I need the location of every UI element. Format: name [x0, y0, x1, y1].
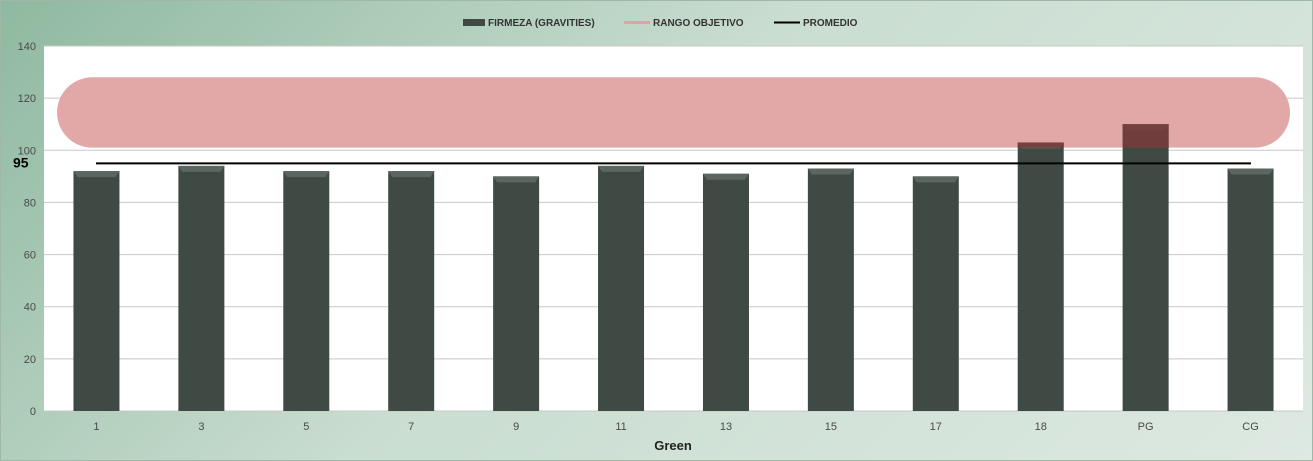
legend-label-promedio: PROMEDIO: [803, 18, 858, 29]
x-axis-title: Green: [654, 438, 692, 453]
bar-bevel: [73, 171, 120, 178]
target-range-band: [57, 77, 1290, 148]
legend: FIRMEZA (GRAVITIES) RANGO OBJETIVO PROME…: [463, 18, 858, 29]
bar-bevel: [807, 168, 854, 175]
target-range-band-shape: [57, 77, 1290, 148]
y-tick-label: 0: [30, 406, 36, 418]
y-tick-label: 120: [18, 93, 36, 105]
bar: [912, 176, 959, 411]
bar: [73, 171, 120, 411]
bar-bevel: [283, 171, 330, 178]
bar: [178, 165, 225, 411]
bar: [1227, 168, 1274, 411]
bar: [598, 165, 645, 411]
bar-bevel: [1227, 168, 1274, 175]
bar-bevel: [598, 165, 645, 172]
bar: [283, 171, 330, 411]
bar: [1017, 142, 1064, 411]
bar: [702, 173, 749, 411]
x-tick-label: 5: [303, 421, 309, 433]
bar-bevel: [388, 171, 435, 178]
x-tick-label: 15: [825, 421, 837, 433]
x-tick-label: 17: [930, 421, 942, 433]
bar: [388, 171, 435, 411]
y-tick-label: 20: [24, 354, 36, 366]
x-tick-label: 11: [615, 421, 626, 433]
legend-swatch-firmeza: [463, 19, 485, 26]
bar-bevel: [178, 165, 225, 172]
x-tick-label: PG: [1138, 421, 1154, 433]
legend-label-firmeza: FIRMEZA (GRAVITIES): [488, 18, 595, 29]
bar: [493, 176, 540, 411]
bar-bevel: [912, 176, 959, 183]
x-tick-label: 13: [720, 421, 732, 433]
x-tick-label: CG: [1242, 421, 1259, 433]
average-value-label: 95: [13, 154, 29, 170]
x-axis-ticks: 1 3 5 7 9 11 13 15 17 18 PG CG: [93, 421, 1258, 433]
x-tick-label: 9: [513, 421, 519, 433]
x-tick-label: 7: [408, 421, 414, 433]
y-axis-ticks: 0 20 40 60 80 100 120 140: [18, 41, 36, 418]
y-tick-label: 140: [18, 41, 36, 53]
bar: [1122, 124, 1169, 411]
bar-over-target: [1017, 142, 1064, 148]
y-tick-label: 60: [24, 250, 36, 262]
bar: [807, 168, 854, 411]
average-line-group: 95: [13, 154, 1251, 170]
bar-over-target: [1122, 124, 1169, 148]
x-tick-label: 18: [1035, 421, 1047, 433]
legend-label-rango: RANGO OBJETIVO: [653, 18, 744, 29]
y-tick-label: 100: [18, 145, 36, 157]
x-tick-label: 1: [93, 421, 99, 433]
bars: [73, 124, 1274, 411]
y-tick-label: 80: [24, 197, 36, 209]
y-tick-label: 40: [24, 302, 36, 314]
bar-bevel: [493, 176, 540, 183]
x-tick-label: 3: [198, 421, 204, 433]
bar-bevel: [702, 173, 749, 180]
